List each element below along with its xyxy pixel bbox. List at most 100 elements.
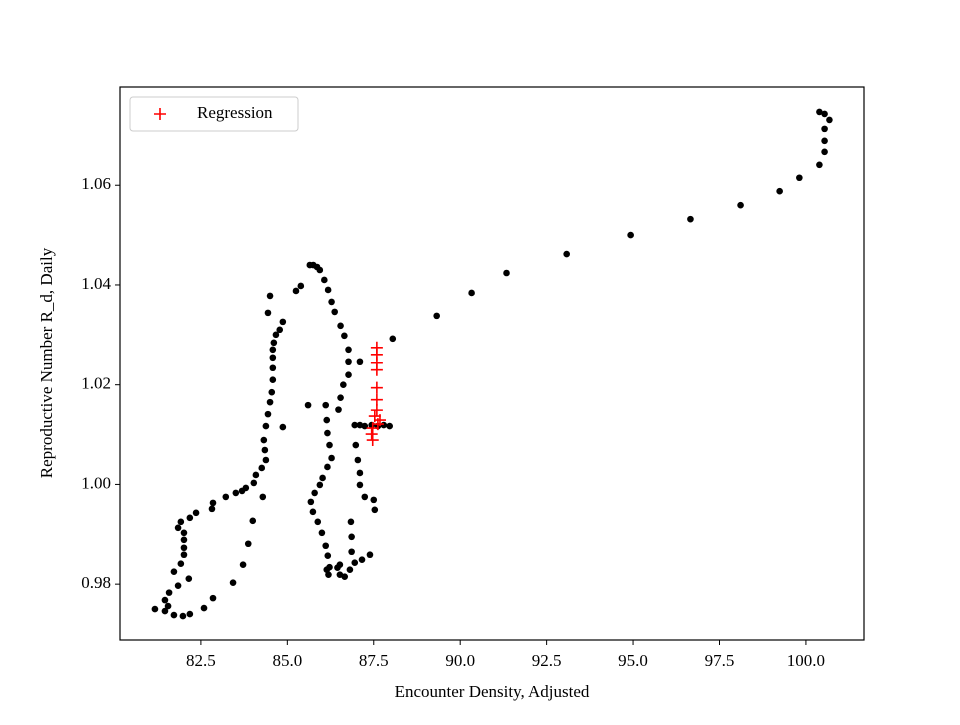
point: [776, 187, 783, 195]
point: [821, 110, 828, 118]
point: [164, 602, 172, 610]
point: [174, 524, 182, 532]
point: [262, 456, 270, 464]
point: [323, 416, 331, 424]
point: [279, 318, 287, 326]
point: [238, 487, 246, 495]
point: [174, 582, 182, 589]
point: [304, 401, 312, 409]
point: [264, 410, 272, 418]
point: [311, 489, 318, 497]
point: [258, 464, 266, 472]
point: [200, 604, 208, 612]
x-tick-label: 85.0: [272, 651, 302, 670]
point: [292, 287, 300, 295]
point: [249, 517, 257, 525]
point: [272, 331, 280, 339]
point: [209, 594, 217, 602]
point: [365, 428, 378, 441]
point: [627, 231, 634, 239]
point: [208, 505, 216, 513]
y-tick-label: 0.98: [81, 573, 111, 592]
point: [180, 536, 188, 544]
x-tick-label: 97.5: [705, 651, 735, 670]
point: [180, 544, 188, 552]
point: [358, 556, 366, 564]
point: [341, 573, 349, 580]
point: [161, 596, 169, 604]
point: [177, 518, 185, 526]
point: [468, 289, 475, 297]
point: [796, 174, 803, 182]
point: [334, 564, 341, 571]
y-tick-label: 1.04: [81, 274, 111, 293]
point: [370, 363, 383, 376]
point: [346, 566, 354, 573]
point: [366, 434, 379, 447]
point: [170, 611, 178, 619]
point: [177, 560, 185, 568]
point: [821, 137, 828, 145]
point: [266, 398, 274, 406]
point: [316, 481, 324, 489]
point: [352, 441, 360, 449]
point: [222, 493, 230, 501]
x-tick-label: 90.0: [445, 651, 475, 670]
point: [252, 471, 260, 479]
point: [389, 335, 397, 343]
point: [239, 561, 247, 569]
point: [186, 514, 194, 522]
point: [170, 568, 178, 575]
point: [269, 376, 277, 384]
point: [337, 394, 344, 401]
point: [268, 388, 276, 396]
point: [232, 489, 240, 497]
point: [276, 326, 284, 334]
point: [361, 422, 369, 430]
point: [737, 201, 744, 209]
point: [307, 498, 315, 506]
x-tick-label: 87.5: [359, 651, 389, 670]
x-axis-label: Encounter Density, Adjusted: [395, 682, 590, 701]
point: [345, 346, 352, 354]
legend-marker: [154, 108, 166, 120]
point: [322, 542, 330, 550]
point: [356, 469, 364, 477]
point: [269, 354, 277, 362]
point: [347, 518, 355, 526]
point: [165, 589, 173, 596]
x-tick-label: 100.0: [787, 651, 825, 670]
point: [319, 474, 326, 482]
y-tick-label: 1.06: [81, 174, 111, 193]
point: [269, 364, 277, 372]
point: [687, 215, 694, 223]
point: [337, 322, 344, 330]
point: [180, 551, 188, 559]
point: [269, 346, 277, 354]
point: [259, 493, 267, 501]
point: [356, 358, 364, 366]
point: [186, 610, 194, 618]
point: [348, 548, 355, 556]
point: [309, 508, 317, 516]
point: [161, 607, 169, 615]
y-tick-label: 1.00: [81, 473, 111, 492]
point: [250, 479, 258, 487]
point: [331, 308, 338, 316]
y-axis-label: Reproductive Number R_d, Daily: [37, 247, 56, 478]
point: [328, 454, 335, 462]
point: [345, 358, 352, 366]
point: [351, 559, 359, 567]
point: [297, 282, 305, 290]
point: [209, 499, 217, 507]
point: [341, 332, 348, 340]
point: [324, 429, 331, 437]
point: [261, 446, 269, 454]
point: [345, 371, 352, 379]
point: [370, 393, 383, 406]
point: [371, 506, 379, 514]
point: [260, 436, 268, 444]
point: [433, 312, 440, 320]
point: [264, 309, 272, 317]
point: [380, 421, 388, 429]
